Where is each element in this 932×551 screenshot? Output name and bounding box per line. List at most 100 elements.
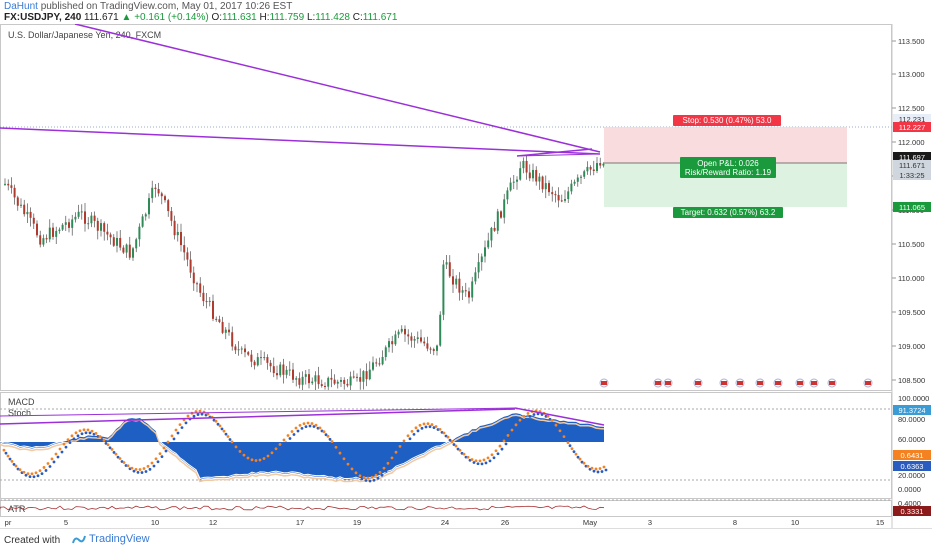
trend-line-4[interactable] bbox=[516, 153, 601, 157]
candle-body bbox=[599, 163, 602, 166]
candle-body bbox=[141, 216, 144, 227]
stoch-k-dot bbox=[394, 450, 398, 454]
candle-body bbox=[285, 369, 288, 375]
candle-body bbox=[532, 169, 534, 179]
stoch-d-dot bbox=[300, 426, 304, 430]
macd-label: MACD bbox=[8, 397, 35, 407]
candle-body bbox=[416, 337, 419, 340]
stoch-k-dot bbox=[318, 426, 322, 430]
stoch-k-dot bbox=[462, 452, 466, 456]
stoch-d-dot bbox=[140, 471, 144, 474]
pnl-badge[interactable] bbox=[680, 157, 776, 178]
price-tag bbox=[893, 202, 931, 212]
stoch-k-dot bbox=[258, 458, 262, 462]
target-badge[interactable] bbox=[673, 207, 783, 218]
candle-body bbox=[468, 291, 470, 298]
candle-body bbox=[596, 163, 598, 171]
stoch-k-dot bbox=[334, 445, 338, 449]
stoch-k-dot bbox=[270, 451, 274, 455]
stoch-k-dot bbox=[454, 444, 458, 448]
price-tick-label: 112.500 bbox=[898, 104, 925, 113]
candle-body bbox=[276, 373, 278, 376]
candle-body bbox=[52, 227, 54, 237]
stoch-k-dot bbox=[98, 435, 102, 438]
chart-canvas[interactable]: U.S. Dollar/Japanese Yen, 240, FXCM MACD… bbox=[0, 24, 932, 528]
atr-tick-label: 0.4000 bbox=[898, 499, 921, 508]
stoch-k-dot bbox=[354, 471, 358, 475]
trend-line-2[interactable] bbox=[74, 24, 601, 153]
stoch-k-dot bbox=[358, 474, 362, 478]
stop-badge[interactable] bbox=[673, 115, 781, 126]
stoch-k-dot bbox=[426, 422, 430, 426]
macd-axis[interactable]: 100.0000 80.0000 60.0000 20.0000 0.0000 bbox=[898, 394, 929, 494]
candle-body bbox=[228, 329, 230, 333]
stoch-k-dot bbox=[362, 476, 366, 479]
candle-body bbox=[452, 276, 454, 285]
atr-axis[interactable]: 0.4000 bbox=[898, 499, 921, 508]
trend-line-3[interactable] bbox=[516, 148, 593, 157]
stoch-d-dot bbox=[156, 460, 160, 464]
stoch-k-dot bbox=[286, 434, 290, 437]
stoch-d-dot bbox=[68, 441, 72, 445]
price-tick-label: 109.000 bbox=[898, 342, 925, 351]
stoch-k-dot bbox=[54, 452, 58, 456]
stoch-k-dot bbox=[18, 468, 22, 472]
candle-body bbox=[519, 168, 522, 180]
candle-body bbox=[186, 252, 189, 260]
macd-tick-label: 0.0000 bbox=[898, 485, 921, 494]
author-link[interactable]: DaHunt bbox=[4, 1, 38, 12]
stoch-k-dot bbox=[554, 423, 558, 427]
chart-header: DaHunt published on TradingView.com, May… bbox=[0, 0, 932, 24]
macd-tag-text: 0.6363 bbox=[901, 462, 924, 471]
candle-body bbox=[548, 183, 550, 193]
price-tick-label: 113.000 bbox=[898, 70, 925, 79]
event-flag-color bbox=[865, 381, 871, 385]
stoch-k-dot bbox=[486, 456, 490, 460]
stoch-trend-line-1[interactable] bbox=[0, 408, 516, 425]
candle-body bbox=[324, 385, 326, 387]
stoch-d-dot bbox=[324, 433, 328, 437]
candle-body bbox=[4, 183, 6, 185]
stoch-k-dot bbox=[50, 457, 54, 461]
stoch-d-dot bbox=[472, 461, 476, 464]
stoch-k-dot bbox=[346, 462, 350, 466]
time-tick-label: 15 bbox=[876, 518, 884, 527]
stoch-k-dot bbox=[406, 434, 410, 438]
stoch-d-dot bbox=[12, 462, 16, 466]
time-axis[interactable]: pr 5 10 12 17 19 24 26 May 3 8 10 15 bbox=[5, 518, 885, 527]
stoch-d-dot bbox=[112, 451, 116, 454]
stoch-k-dot bbox=[402, 439, 406, 443]
candle-body bbox=[538, 176, 541, 182]
macd-tags: 91.3724 0.6431 0.6363 bbox=[893, 405, 931, 471]
stoch-d-dot bbox=[576, 455, 580, 459]
stoch-trend-line-2[interactable] bbox=[0, 407, 516, 417]
candle-body bbox=[208, 300, 211, 302]
time-tick-label: 10 bbox=[151, 518, 159, 527]
stoch-d-dot bbox=[84, 431, 88, 435]
candlestick-series[interactable] bbox=[4, 155, 605, 390]
price-tag-text: 111.671 bbox=[899, 161, 925, 170]
stoch-d-dot bbox=[380, 473, 384, 477]
stoch-k-dot bbox=[570, 447, 574, 451]
candle-body bbox=[573, 181, 576, 184]
candle-body bbox=[365, 371, 368, 380]
trend-line-1[interactable] bbox=[0, 127, 601, 155]
economic-events[interactable] bbox=[599, 378, 873, 388]
stoch-d-dot bbox=[340, 454, 344, 458]
candle-body bbox=[423, 341, 426, 344]
candle-body bbox=[253, 361, 256, 366]
candle-body bbox=[45, 238, 48, 240]
price-tick-label: 112.000 bbox=[898, 138, 925, 147]
stoch-k-dot bbox=[122, 461, 126, 464]
stoch-k-dot bbox=[118, 457, 122, 460]
tradingview-link[interactable]: TradingView bbox=[72, 533, 150, 545]
stoch-trend-line-3[interactable] bbox=[514, 407, 605, 426]
stoch-d-dot bbox=[592, 469, 596, 473]
stoch-k-dot bbox=[506, 434, 510, 437]
candle-body bbox=[301, 376, 304, 385]
price-tag-text: 111.065 bbox=[899, 203, 925, 212]
macd-tick-label: 100.0000 bbox=[898, 394, 929, 403]
published-text: published on TradingView.com, May 01, 20… bbox=[40, 1, 293, 12]
stoch-d-dot bbox=[376, 476, 380, 480]
candle-body bbox=[148, 198, 150, 215]
